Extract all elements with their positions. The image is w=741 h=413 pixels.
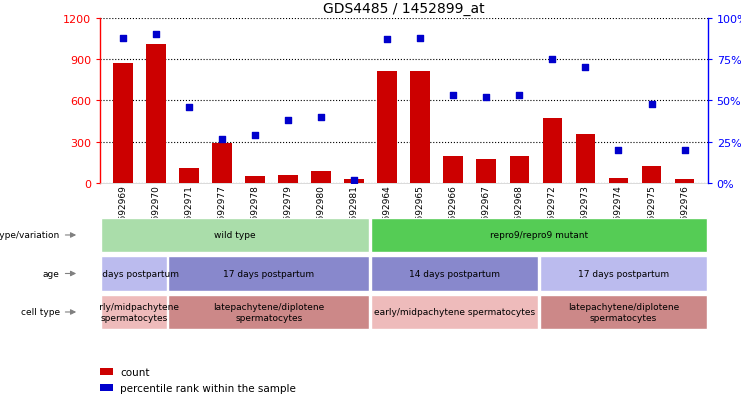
Text: 14 days postpartum: 14 days postpartum — [409, 269, 500, 278]
Point — [480, 95, 492, 101]
Point — [579, 65, 591, 71]
Bar — [101, 295, 167, 329]
Text: count: count — [120, 367, 150, 377]
Point — [348, 177, 360, 184]
Text: genotype/variation: genotype/variation — [0, 231, 60, 240]
Text: age: age — [43, 269, 60, 278]
Text: early/midpachytene spermatocytes: early/midpachytene spermatocytes — [374, 308, 535, 317]
Bar — [146, 45, 166, 184]
Bar — [377, 71, 397, 184]
Bar — [100, 368, 113, 375]
Bar — [101, 218, 370, 252]
Bar — [179, 169, 199, 184]
Bar — [443, 157, 463, 184]
Bar — [168, 295, 370, 329]
Point — [679, 147, 691, 154]
Bar — [245, 177, 265, 184]
Text: 17 days postpartum: 17 days postpartum — [223, 269, 314, 278]
Bar — [608, 178, 628, 184]
Bar — [370, 295, 538, 329]
Bar — [370, 257, 538, 291]
Bar — [100, 384, 113, 391]
Bar — [476, 160, 496, 184]
Text: 14 days postpartum: 14 days postpartum — [88, 269, 179, 278]
Text: latepachytene/diplotene
spermatocytes: latepachytene/diplotene spermatocytes — [568, 303, 679, 322]
Text: percentile rank within the sample: percentile rank within the sample — [120, 382, 296, 393]
Bar — [370, 218, 707, 252]
Bar — [542, 119, 562, 184]
Bar — [113, 64, 133, 184]
Bar — [279, 176, 298, 184]
Point — [117, 35, 129, 42]
Point — [414, 35, 426, 42]
Text: early/midpachytene
spermatocytes: early/midpachytene spermatocytes — [88, 303, 179, 322]
Title: GDS4485 / 1452899_at: GDS4485 / 1452899_at — [323, 2, 485, 16]
Text: 17 days postpartum: 17 days postpartum — [578, 269, 669, 278]
Bar — [213, 143, 232, 184]
Point — [316, 114, 328, 121]
Bar — [642, 166, 662, 184]
Point — [216, 136, 228, 142]
Point — [547, 57, 559, 63]
Bar — [674, 180, 694, 184]
Text: cell type: cell type — [21, 308, 60, 317]
Bar — [101, 257, 167, 291]
Point — [249, 133, 261, 139]
Point — [514, 93, 525, 100]
Point — [183, 104, 195, 111]
Bar — [539, 295, 707, 329]
Point — [150, 32, 162, 38]
Bar — [345, 180, 365, 184]
Bar — [411, 72, 431, 184]
Point — [645, 101, 657, 108]
Bar — [311, 171, 331, 184]
Bar — [539, 257, 707, 291]
Bar — [510, 157, 529, 184]
Point — [382, 37, 393, 43]
Text: latepachytene/diplotene
spermatocytes: latepachytene/diplotene spermatocytes — [213, 303, 325, 322]
Point — [282, 118, 294, 124]
Bar — [168, 257, 370, 291]
Text: repro9/repro9 mutant: repro9/repro9 mutant — [490, 231, 588, 240]
Bar — [576, 134, 595, 184]
Point — [448, 93, 459, 100]
Text: wild type: wild type — [214, 231, 256, 240]
Point — [613, 147, 625, 154]
